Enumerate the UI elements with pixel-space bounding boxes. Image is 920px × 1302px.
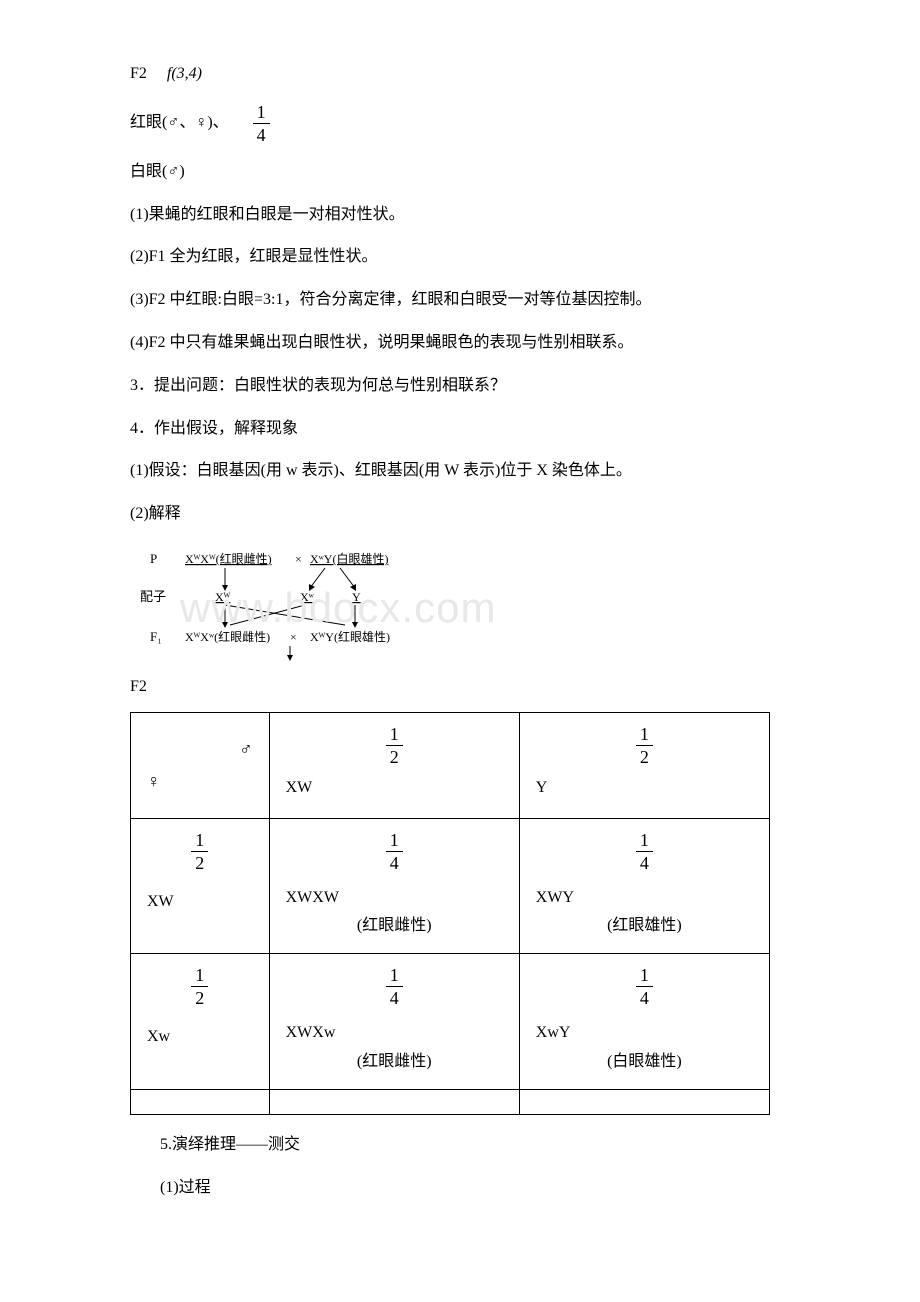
- empty-cell: [519, 1089, 769, 1114]
- table-row-header-1: 1 2 XW: [131, 818, 270, 954]
- arrow-line: [340, 568, 355, 588]
- deduction-title: 5.演绎推理——测交: [160, 1131, 820, 1160]
- fraction-half: 1 2: [191, 831, 208, 872]
- fraction-num: 1: [191, 966, 208, 987]
- diagram-f1-label: F₁: [150, 629, 162, 644]
- cell-21-pheno: (红眼雌性): [286, 1048, 503, 1077]
- diagram-p-right: XʷY(白眼雄性): [310, 551, 388, 566]
- diagram-cross-2: ×: [290, 630, 297, 644]
- fraction-den: 4: [386, 987, 403, 1007]
- arrow-head: [287, 655, 293, 661]
- cell-22-pheno: (白眼雄性): [536, 1048, 753, 1077]
- table-col-header-2: 1 2 Y: [519, 712, 769, 818]
- f2-section-label: F2: [130, 673, 820, 702]
- cell-21-geno: XWXw: [286, 1019, 503, 1048]
- col1-gamete: XW: [286, 774, 503, 803]
- male-symbol: ♂: [147, 733, 253, 765]
- fraction-half: 1 2: [191, 966, 208, 1007]
- table-col-header-1: 1 2 XW: [269, 712, 519, 818]
- point-5: 3．提出问题：白眼性状的表现为何总与性别相联系？: [130, 372, 820, 401]
- empty-cell: [131, 1089, 270, 1114]
- fraction-num: 1: [386, 966, 403, 987]
- arrow-head: [352, 622, 358, 628]
- diagram-gamete-label: 配子: [140, 589, 166, 604]
- diagram-gamete-xw2: Xʷ: [300, 590, 315, 604]
- punnett-table: ♂ ♀ 1 2 XW 1 2 Y: [130, 712, 820, 1115]
- fraction-den: 2: [191, 852, 208, 872]
- fraction-num: 1: [386, 725, 403, 746]
- fraction-quarter: 1 4: [636, 966, 653, 1007]
- fraction-half: 1 2: [386, 725, 403, 766]
- fraction-num: 1: [253, 103, 270, 124]
- point-4: (4)F2 中只有雄果蝇出现白眼性状，说明果蝇眼色的表现与性别相联系。: [130, 329, 820, 358]
- f2-formula-line: F2 f(3,4): [130, 60, 820, 89]
- table-cell-21: 1 4 XWXw (红眼雌性): [269, 954, 519, 1090]
- cross-diagram: P XᵂXᵂ(红眼雌性) × XʷY(白眼雄性) 配子 Xᵂ Xʷ Y F₁ X…: [130, 543, 470, 663]
- table-cell-11: 1 4 XWXW (红眼雌性): [269, 818, 519, 954]
- fraction-quarter: 1 4: [386, 966, 403, 1007]
- deduction-sub: (1)过程: [160, 1174, 820, 1203]
- point-8: (2)解释: [130, 500, 820, 529]
- fraction-1-4: 1 4: [253, 103, 270, 144]
- arrow-head: [222, 622, 228, 628]
- fraction-den: 4: [253, 124, 270, 144]
- fraction-num: 1: [636, 725, 653, 746]
- diagram-cross: ×: [295, 552, 302, 566]
- point-1: (1)果蝇的红眼和白眼是一对相对性状。: [130, 201, 820, 230]
- cell-11-pheno: (红眼雌性): [286, 912, 503, 941]
- cell-11-geno: XWXW: [286, 884, 503, 913]
- arrow-line: [310, 568, 325, 588]
- fraction-den: 4: [386, 852, 403, 872]
- red-eye-text: 红眼(♂、♀)、: [130, 109, 229, 138]
- fraction-half: 1 2: [636, 725, 653, 766]
- diagram-p-left: XᵂXᵂ(红眼雌性): [185, 551, 272, 566]
- row2-gamete: Xw: [147, 1023, 253, 1052]
- point-3: (3)F2 中红眼:白眼=3:1，符合分离定律，红眼和白眼受一对等位基因控制。: [130, 286, 820, 315]
- table-row-header-2: 1 2 Xw: [131, 954, 270, 1090]
- empty-cell: [269, 1089, 519, 1114]
- table-cell-22: 1 4 XwY (白眼雄性): [519, 954, 769, 1090]
- fraction-den: 2: [386, 746, 403, 766]
- cell-22-geno: XwY: [536, 1019, 753, 1048]
- red-eye-line: 红眼(♂、♀)、 1 4: [130, 103, 820, 144]
- diagram-p-label: P: [150, 551, 157, 566]
- point-2: (2)F1 全为红眼，红眼是显性性状。: [130, 243, 820, 272]
- fraction-den: 4: [636, 852, 653, 872]
- f2-label: F2: [130, 60, 147, 89]
- fraction-num: 1: [636, 831, 653, 852]
- fraction-quarter: 1 4: [636, 831, 653, 872]
- diagram-f1-right: XᵂY(红眼雄性): [310, 629, 390, 644]
- diagram-gamete-y: Y: [352, 590, 361, 604]
- white-eye-line: 白眼(♂): [130, 158, 820, 187]
- female-symbol: ♀: [147, 765, 253, 797]
- col2-gamete: Y: [536, 774, 753, 803]
- fraction-num: 1: [636, 966, 653, 987]
- row1-gamete: XW: [147, 888, 253, 917]
- point-6: 4．作出假设，解释现象: [130, 415, 820, 444]
- table-cell-12: 1 4 XWY (红眼雄性): [519, 818, 769, 954]
- diagram-f1-left: XᵂXʷ(红眼雌性): [185, 629, 270, 644]
- fraction-den: 4: [636, 987, 653, 1007]
- point-7: (1)假设：白眼基因(用 w 表示)、红眼基因(用 W 表示)位于 X 染色体上…: [130, 457, 820, 486]
- cell-12-pheno: (红眼雄性): [536, 912, 753, 941]
- fraction-quarter: 1 4: [386, 831, 403, 872]
- fraction-num: 1: [191, 831, 208, 852]
- diagram-gamete-xw: Xᵂ: [215, 590, 231, 604]
- fraction-den: 2: [191, 987, 208, 1007]
- cell-12-geno: XWY: [536, 884, 753, 913]
- fraction-num: 1: [386, 831, 403, 852]
- table-corner-cell: ♂ ♀: [131, 712, 270, 818]
- fraction-den: 2: [636, 746, 653, 766]
- f34-formula: f(3,4): [167, 60, 202, 89]
